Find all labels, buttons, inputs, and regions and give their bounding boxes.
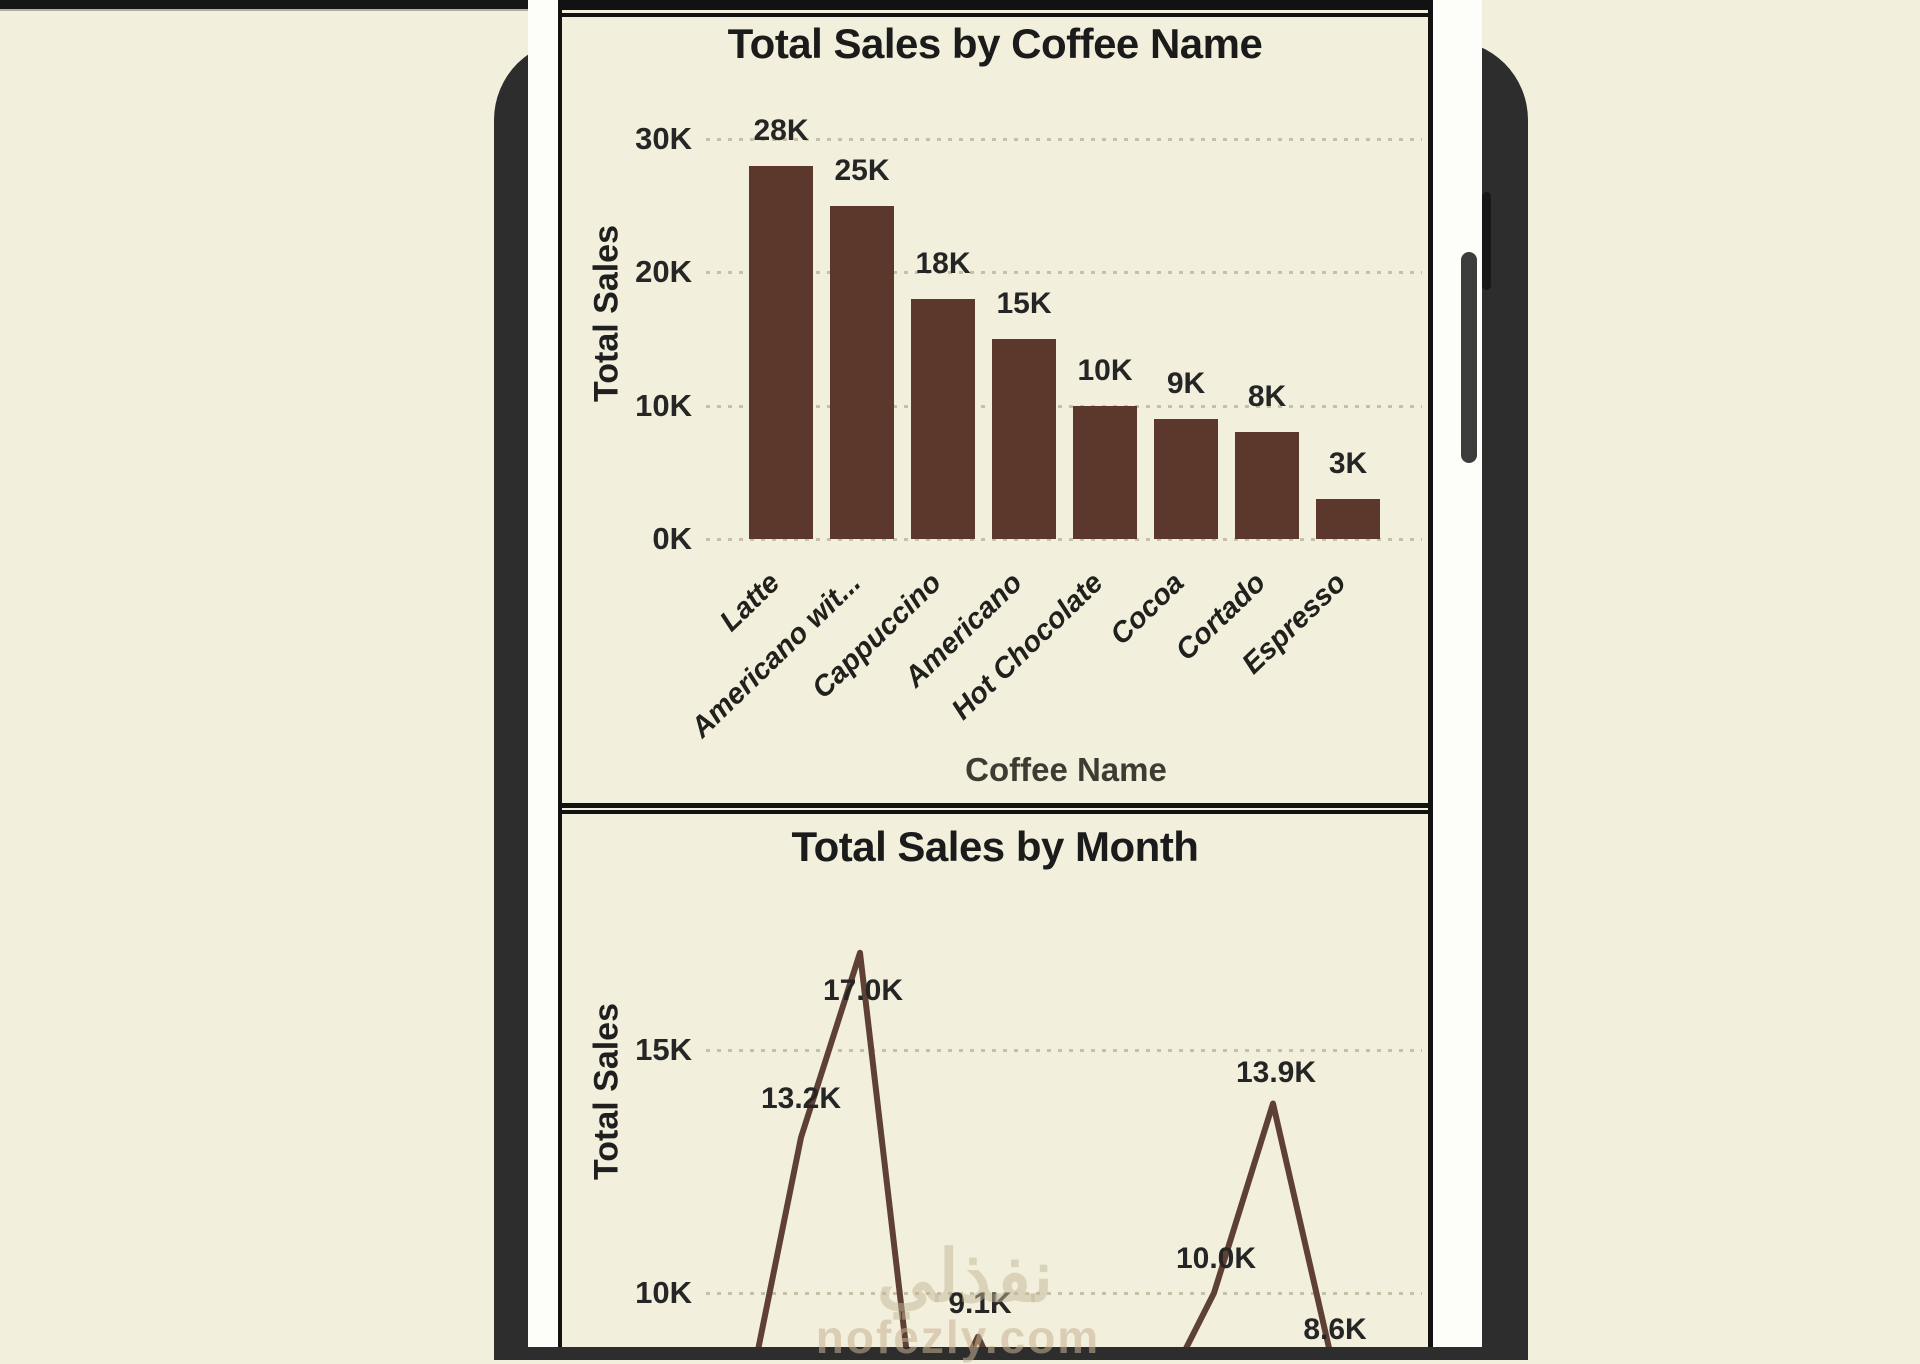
bar-chart-gridline xyxy=(706,138,1422,142)
line-point-label: 8.6K xyxy=(1303,1313,1367,1347)
bar-chart-gridline xyxy=(706,404,1422,408)
bar-chart-y-tick: 0K xyxy=(652,521,692,556)
bar-value-label: 8K xyxy=(1247,380,1287,414)
bar-value-label: 28K xyxy=(753,113,809,147)
line-point-label: 9.1K xyxy=(948,1286,1012,1320)
top-edge-bar xyxy=(0,0,528,9)
bar-americano xyxy=(992,339,1056,539)
bar-value-label: 25K xyxy=(834,153,890,187)
line-point-label: 10.0K xyxy=(1175,1242,1257,1275)
bar-chart-title: Total Sales by Coffee Name xyxy=(727,20,1263,67)
bar-chart-x-axis-title: Coffee Name xyxy=(965,751,1167,788)
panel-divider-bottom xyxy=(558,810,1433,814)
bar-value-label: 10K xyxy=(1077,353,1133,387)
bar-hot-chocolate xyxy=(1073,405,1137,539)
scrollbar-thumb[interactable] xyxy=(1461,252,1477,463)
bar-latte xyxy=(749,165,813,539)
panel-divider-top xyxy=(558,803,1433,808)
line-chart-gridline xyxy=(706,1049,1422,1052)
line-chart-y-tick: 15K xyxy=(635,1032,692,1067)
bar-cortado xyxy=(1235,432,1299,539)
line-chart-y-axis-title: Total Sales xyxy=(587,1003,626,1180)
phone-side-button xyxy=(1482,192,1491,290)
bar-americano-wit- xyxy=(830,205,894,539)
bar-value-label: 3K xyxy=(1328,447,1368,480)
report-top-bar xyxy=(558,0,1433,10)
line-point-label: 13.2K xyxy=(760,1082,842,1116)
report-border-left xyxy=(558,0,562,1347)
bar-chart-y-tick: 30K xyxy=(635,121,692,157)
line-point-label: 13.9K xyxy=(1235,1056,1317,1090)
watermark-domain: nofezly.com xyxy=(815,1311,1101,1363)
bar-espresso xyxy=(1316,499,1380,539)
line-point-label: 17.0K xyxy=(822,973,904,1007)
line-chart-title: Total Sales by Month xyxy=(791,823,1199,870)
bar-chart-y-tick: 10K xyxy=(635,387,692,423)
bar-panel-top-border xyxy=(558,13,1433,17)
bar-chart-gridline xyxy=(706,538,1422,541)
watermark-arabic: نفذلي xyxy=(876,1237,1054,1317)
bar-value-label: 18K xyxy=(915,247,971,281)
bar-cappuccino xyxy=(911,299,975,539)
bar-value-label: 15K xyxy=(996,287,1052,321)
bar-cocoa xyxy=(1154,419,1218,539)
bar-chart-gridline xyxy=(706,271,1422,275)
bar-value-label: 9K xyxy=(1166,367,1206,401)
bar-chart-y-tick: 20K xyxy=(635,254,692,290)
line-chart-y-tick: 10K xyxy=(635,1275,692,1310)
report-border-right xyxy=(1428,0,1433,1347)
